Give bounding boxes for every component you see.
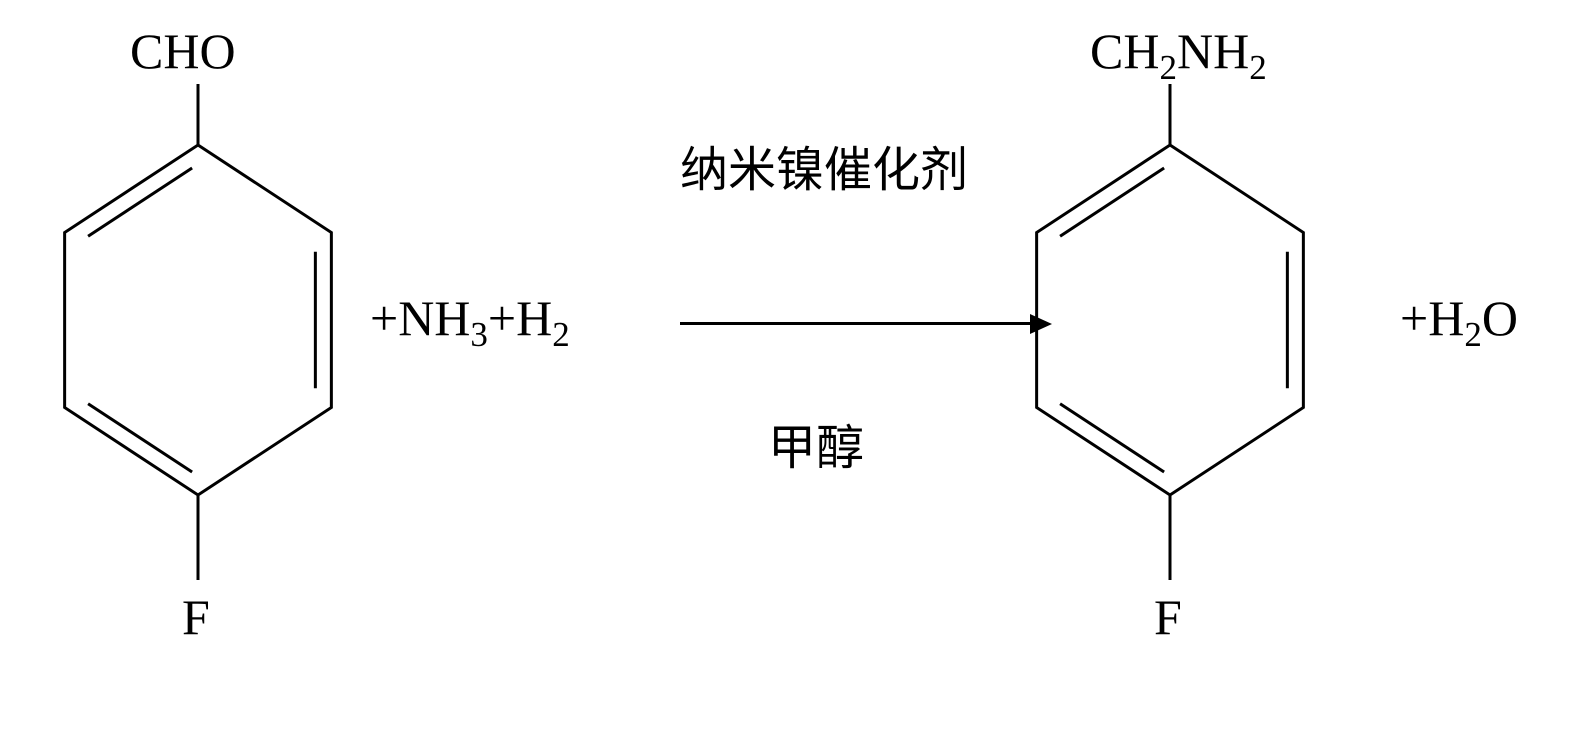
product-bottom-group: F xyxy=(1154,588,1182,646)
byproduct-label: +H2O xyxy=(1400,289,1518,347)
reaction-scheme: CHO F +NH3+H2 纳米镍催化剂 甲醇 CH2NH2 F +H2O xyxy=(0,0,1596,750)
product-structure-svg xyxy=(0,0,1596,750)
product-benzene-ring xyxy=(1037,145,1304,495)
